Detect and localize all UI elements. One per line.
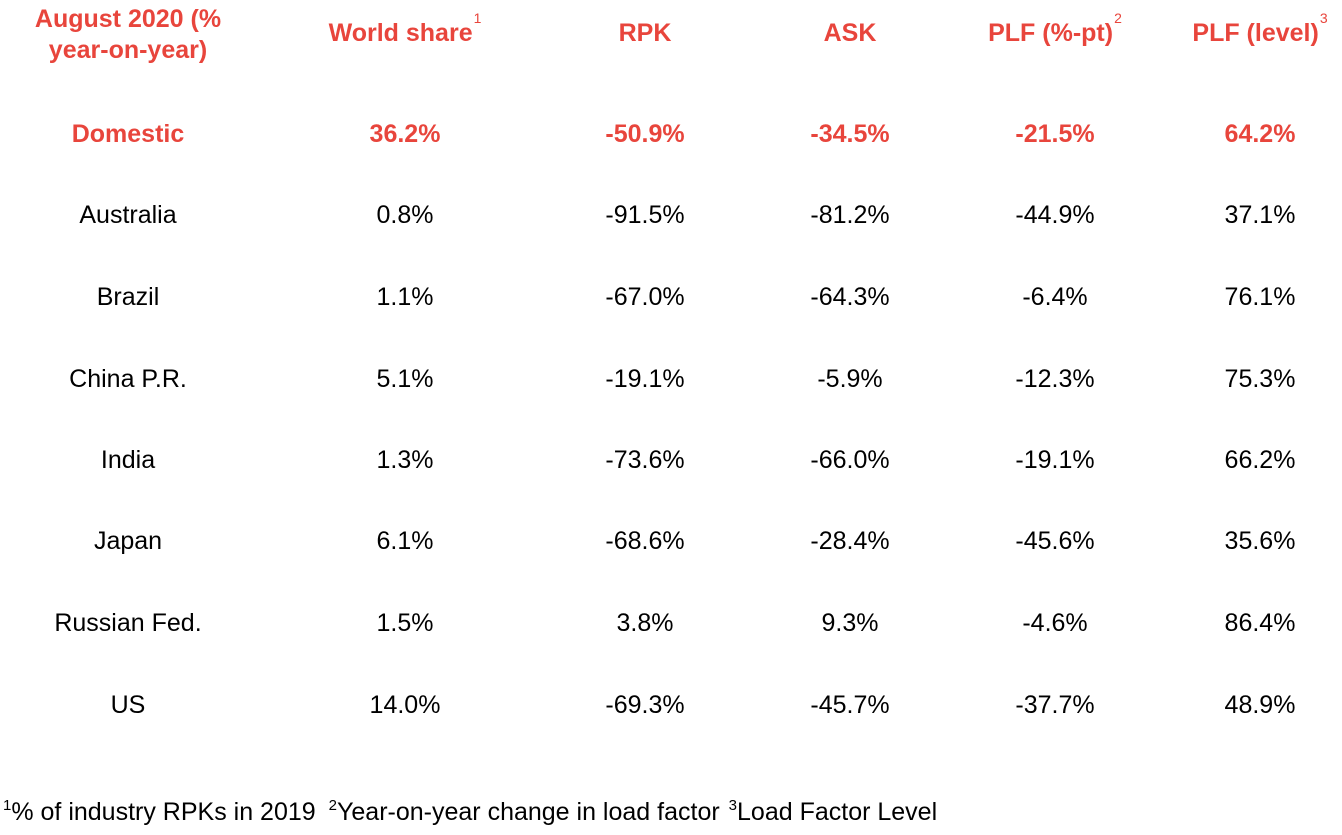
footnote-text-1: % of industry RPKs in 2019	[11, 798, 316, 826]
header-plf-pt-label: PLF (%-pt)	[988, 19, 1114, 47]
cell-rpk: -67.0%	[605, 282, 685, 311]
header-ask: ASK	[745, 0, 955, 72]
cell-plf-pt: -12.3%	[1015, 364, 1095, 393]
cell-ask: -64.3%	[810, 282, 890, 311]
cell-plf-level: 35.6%	[1224, 526, 1296, 555]
cell-world-share: 1.1%	[376, 282, 434, 311]
table-row: China P.R. 5.1% -19.1% -5.9% -12.3% 75.3…	[0, 338, 1342, 420]
cell-plf-pt: -4.6%	[1022, 608, 1088, 637]
cell-ask: -34.5%	[810, 119, 890, 148]
cell-world-share: 14.0%	[369, 690, 441, 719]
table-row: Australia 0.8% -91.5% -81.2% -44.9% 37.1…	[0, 174, 1342, 256]
table-row: US 14.0% -69.3% -45.7% -37.7% 48.9%	[0, 664, 1342, 746]
table-row-domestic: Domestic 36.2% -50.9% -34.5% -21.5% 64.2…	[0, 93, 1342, 175]
cell-plf-pt: -45.6%	[1015, 526, 1095, 555]
cell-market: China P.R.	[69, 364, 187, 393]
header-plf-pt: PLF (%-pt) 2	[988, 10, 1122, 47]
cell-plf-level: 66.2%	[1224, 445, 1296, 474]
footnote-sup-1: 1	[3, 797, 12, 814]
cell-plf-level: 64.2%	[1224, 119, 1296, 148]
cell-plf-level: 48.9%	[1224, 690, 1296, 719]
cell-rpk: -69.3%	[605, 690, 685, 719]
cell-world-share: 0.8%	[376, 200, 434, 229]
header-period: August 2020 (% year-on-year)	[0, 0, 256, 72]
cell-market: India	[100, 445, 156, 474]
cell-rpk: -68.6%	[605, 526, 685, 555]
footnote-sup-3: 3	[728, 797, 738, 814]
footnote-text-3: Load Factor Level	[737, 798, 938, 826]
cell-world-share: 1.5%	[376, 608, 434, 637]
footnote-text-2: Year-on-year change in load factor	[337, 798, 720, 826]
cell-rpk: -91.5%	[605, 200, 685, 229]
cell-world-share: 5.1%	[376, 364, 434, 393]
cell-ask: -28.4%	[810, 526, 890, 555]
cell-rpk: -73.6%	[605, 445, 685, 474]
cell-ask: 9.3%	[821, 608, 879, 637]
footnote-sup-2: 2	[328, 797, 338, 814]
cell-rpk: -19.1%	[605, 364, 685, 393]
cell-market: Russian Fed.	[54, 608, 202, 637]
cell-plf-level: 75.3%	[1224, 364, 1296, 393]
cell-ask: -81.2%	[810, 200, 890, 229]
cell-plf-level: 37.1%	[1224, 200, 1296, 229]
header-world-share: World share 1	[328, 10, 482, 47]
cell-world-share: 6.1%	[376, 526, 434, 555]
table-row: Russian Fed. 1.5% 3.8% 9.3% -4.6% 86.4%	[0, 582, 1342, 664]
cell-ask: -5.9%	[817, 364, 883, 393]
header-period-line1: August 2020 (%	[34, 5, 222, 33]
header-rpk-label: RPK	[618, 19, 672, 47]
header-period-line2: year-on-year)	[48, 36, 208, 64]
table-row: Brazil 1.1% -67.0% -64.3% -6.4% 76.1%	[0, 256, 1342, 338]
cell-plf-pt: -19.1%	[1015, 445, 1095, 474]
cell-rpk: 3.8%	[616, 608, 674, 637]
cell-plf-pt: -21.5%	[1015, 119, 1095, 148]
cell-market: Domestic	[71, 119, 185, 148]
cell-market: Japan	[93, 526, 163, 555]
cell-world-share: 1.3%	[376, 445, 434, 474]
cell-plf-level: 86.4%	[1224, 608, 1296, 637]
table-row: India 1.3% -73.6% -66.0% -19.1% 66.2%	[0, 419, 1342, 501]
header-plf-level: PLF (level) 3	[1192, 10, 1328, 47]
cell-plf-pt: -37.7%	[1015, 690, 1095, 719]
cell-market: Brazil	[96, 282, 160, 311]
header-plf-level-label: PLF (level)	[1192, 19, 1319, 47]
cell-plf-pt: -44.9%	[1015, 200, 1095, 229]
table-row: Japan 6.1% -68.6% -28.4% -45.6% 35.6%	[0, 500, 1342, 582]
footnote: 1% of industry RPKs in 2019 2Year-on-year…	[2, 798, 937, 827]
header-world-share-label: World share	[328, 19, 473, 47]
cell-rpk: -50.9%	[605, 119, 685, 148]
cell-ask: -66.0%	[810, 445, 890, 474]
cell-market: US	[110, 690, 146, 719]
cell-plf-level: 76.1%	[1224, 282, 1296, 311]
header-rpk: RPK	[540, 0, 750, 72]
cell-plf-pt: -6.4%	[1022, 282, 1088, 311]
table-header-row: August 2020 (% year-on-year) World share…	[0, 0, 1342, 72]
header-ask-label: ASK	[823, 19, 877, 47]
cell-ask: -45.7%	[810, 690, 890, 719]
cell-market: Australia	[79, 200, 177, 229]
cell-world-share: 36.2%	[369, 119, 441, 148]
